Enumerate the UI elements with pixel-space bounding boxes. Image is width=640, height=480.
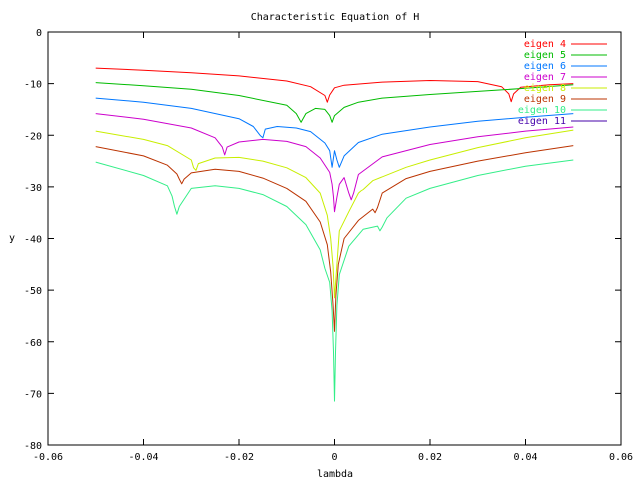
legend-label: eigen 9 <box>524 94 566 105</box>
legend-label: eigen 10 <box>518 105 566 116</box>
x-axis-label: lambda <box>317 469 353 480</box>
x-tick-label: -0.04 <box>128 452 158 463</box>
y-tick-label: -60 <box>24 338 42 349</box>
y-tick-label: -20 <box>24 131 42 142</box>
legend-label: eigen 11 <box>518 116 566 127</box>
legend-label: eigen 7 <box>524 72 566 83</box>
series-line-eigen-6 <box>95 97 574 168</box>
y-tick-label: -30 <box>24 183 42 194</box>
y-tick-label: 0 <box>36 28 42 39</box>
legend-label: eigen 4 <box>524 39 566 50</box>
x-tick-label: -0.06 <box>33 452 63 463</box>
series-line-eigen-8 <box>95 129 574 299</box>
y-tick-label: -50 <box>24 286 42 297</box>
series-line-eigen-5 <box>95 82 574 123</box>
chart-title: Characteristic Equation of H <box>251 12 420 23</box>
series-line-eigen-4 <box>95 67 574 103</box>
y-tick-label: -80 <box>24 441 42 452</box>
y-tick-label: -10 <box>24 80 42 91</box>
x-tick-label: 0.04 <box>513 452 537 463</box>
x-tick-label: 0.02 <box>418 452 442 463</box>
x-tick-label: 0.06 <box>609 452 633 463</box>
legend-label: eigen 8 <box>524 83 566 94</box>
y-axis-label: y <box>9 233 15 244</box>
x-tick-label: -0.02 <box>224 452 254 463</box>
x-tick-label: 0 <box>331 452 337 463</box>
y-tick-label: -40 <box>24 235 42 246</box>
series-layer <box>95 67 574 402</box>
series-line-eigen-9 <box>95 145 574 332</box>
legend-label: eigen 5 <box>524 50 566 61</box>
series-line-eigen-7 <box>95 113 574 213</box>
legend-label: eigen 6 <box>524 61 566 72</box>
series-line-eigen-10 <box>95 159 574 402</box>
axis-ticks: -0.06 -0.04 -0.02 0 0.02 0.04 0.06 0 -10 -20 -30 -4… <box>24 28 633 463</box>
y-tick-label: -70 <box>24 389 42 400</box>
